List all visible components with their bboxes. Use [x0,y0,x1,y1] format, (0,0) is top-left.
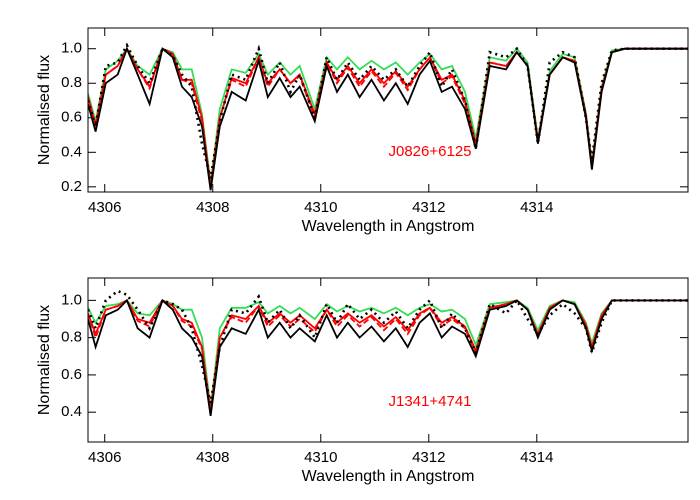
spectrum-line [88,298,688,417]
x-tick-label: 4314 [520,199,553,216]
plot-frame [87,27,689,193]
x-tick-label: 4308 [196,449,229,466]
plot-frame [87,277,689,443]
x-axis-label: Wavelength in Angstrom [302,218,475,235]
y-tick-label: 0.6 [61,109,82,126]
x-tick-label: 4312 [412,449,445,466]
y-tick-label: 0.2 [61,178,82,195]
annotation: J1341+4741 [389,393,472,410]
x-tick-label: 4314 [520,449,553,466]
y-tick-label: 0.6 [61,366,82,383]
annotation: J0826+6125 [389,143,472,160]
y-tick-label: 1.0 [61,40,82,57]
y-tick-label: 0.8 [61,329,82,346]
y-tick-label: 1.0 [61,291,82,308]
y-axis-label: Normalised flux [36,305,53,415]
x-tick-label: 4310 [304,199,337,216]
x-tick-label: 4306 [88,449,121,466]
y-tick-label: 0.4 [61,403,82,420]
x-tick-label: 4306 [88,199,121,216]
y-axis-label: Normalised flux [36,55,53,165]
x-tick-label: 4312 [412,199,445,216]
spectrum-line [88,42,688,179]
spectrum-line [88,46,688,191]
x-axis-label: Wavelength in Angstrom [302,468,475,485]
y-tick-label: 0.8 [61,74,82,91]
x-tick-label: 4308 [196,199,229,216]
y-tick-label: 0.4 [61,143,82,160]
x-tick-label: 4310 [304,449,337,466]
spectrum-line [88,289,688,404]
